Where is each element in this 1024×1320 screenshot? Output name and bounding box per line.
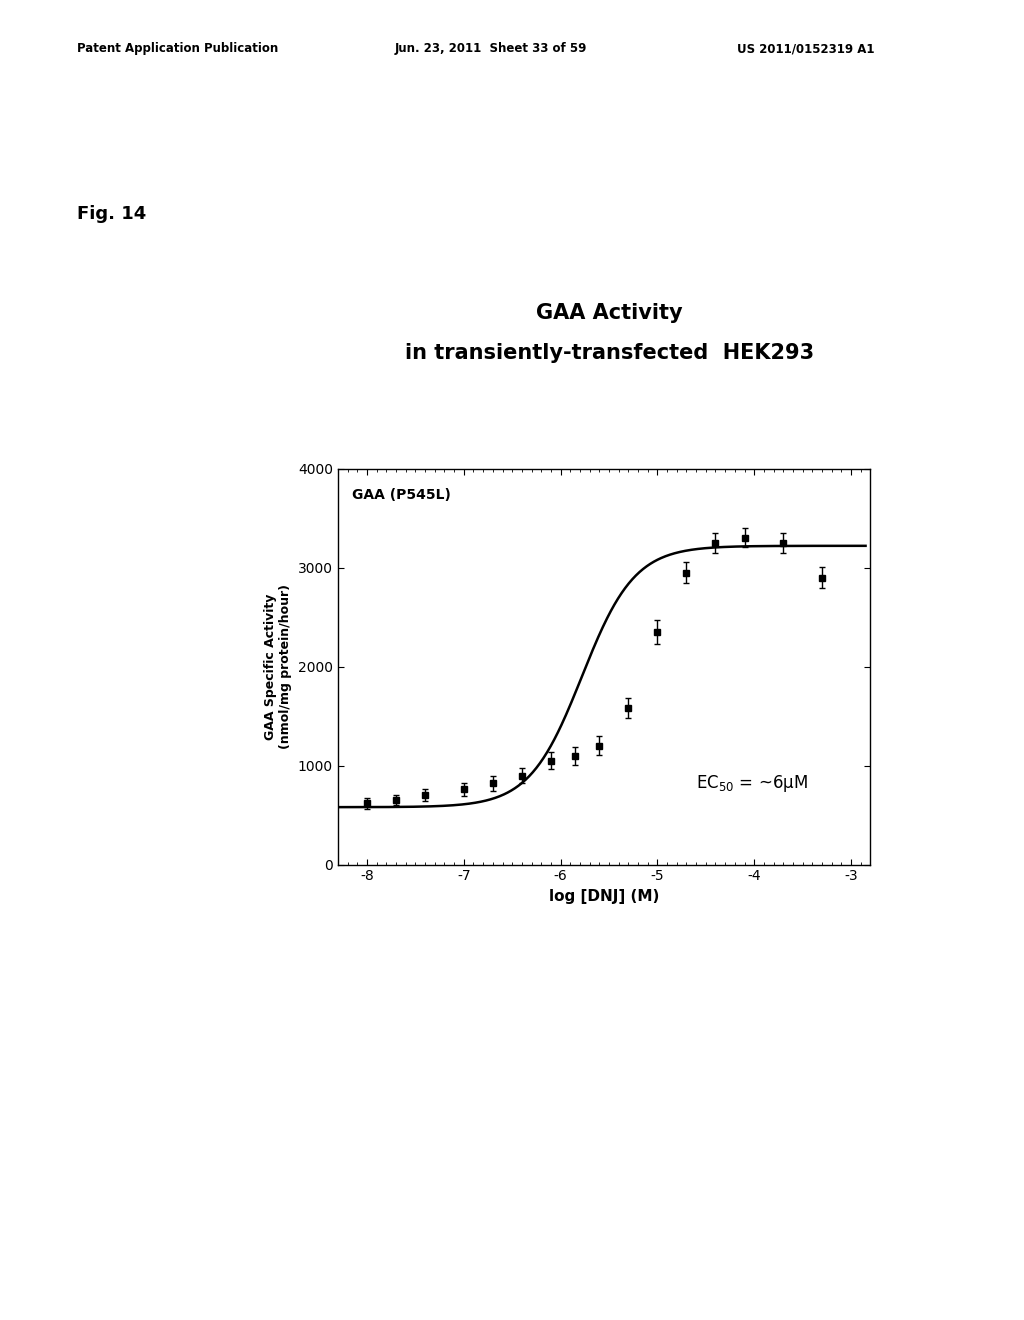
Text: GAA Activity: GAA Activity [536,304,683,323]
Text: Fig. 14: Fig. 14 [77,205,146,223]
Text: US 2011/0152319 A1: US 2011/0152319 A1 [737,42,874,55]
Text: Jun. 23, 2011  Sheet 33 of 59: Jun. 23, 2011 Sheet 33 of 59 [394,42,587,55]
Y-axis label: GAA Specific Activity
(nmol/mg protein/hour): GAA Specific Activity (nmol/mg protein/h… [264,583,293,750]
Text: EC$_{50}$ = ~6μM: EC$_{50}$ = ~6μM [696,774,808,793]
Text: in transiently-transfected  HEK293: in transiently-transfected HEK293 [404,343,814,363]
Text: Patent Application Publication: Patent Application Publication [77,42,279,55]
Text: GAA (P545L): GAA (P545L) [352,488,452,503]
X-axis label: log [DNJ] (M): log [DNJ] (M) [549,888,659,904]
